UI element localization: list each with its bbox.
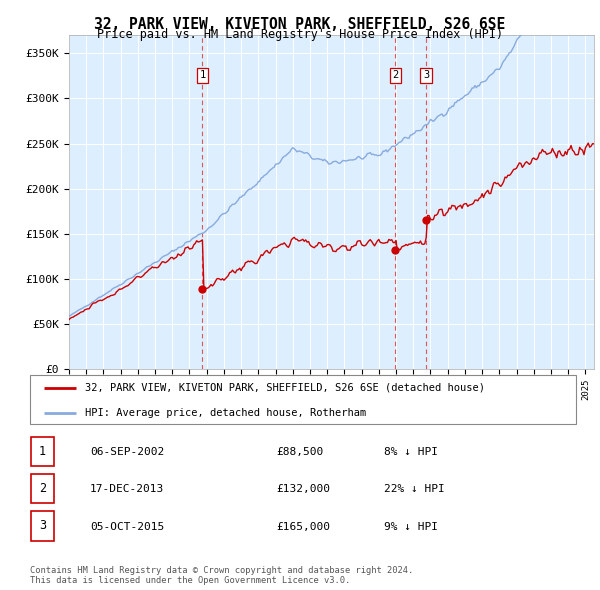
Text: 8% ↓ HPI: 8% ↓ HPI	[384, 447, 438, 457]
FancyBboxPatch shape	[31, 437, 54, 466]
Text: 2: 2	[392, 70, 398, 80]
Text: 32, PARK VIEW, KIVETON PARK, SHEFFIELD, S26 6SE: 32, PARK VIEW, KIVETON PARK, SHEFFIELD, …	[94, 17, 506, 31]
Text: 17-DEC-2013: 17-DEC-2013	[90, 484, 164, 494]
Text: 2: 2	[39, 482, 46, 496]
Text: 32, PARK VIEW, KIVETON PARK, SHEFFIELD, S26 6SE (detached house): 32, PARK VIEW, KIVETON PARK, SHEFFIELD, …	[85, 383, 485, 393]
Text: 3: 3	[423, 70, 429, 80]
Text: 1: 1	[199, 70, 206, 80]
Text: Contains HM Land Registry data © Crown copyright and database right 2024.
This d: Contains HM Land Registry data © Crown c…	[30, 566, 413, 585]
Text: Price paid vs. HM Land Registry's House Price Index (HPI): Price paid vs. HM Land Registry's House …	[97, 28, 503, 41]
FancyBboxPatch shape	[31, 512, 54, 540]
Text: £88,500: £88,500	[276, 447, 323, 457]
Text: 3: 3	[39, 519, 46, 533]
FancyBboxPatch shape	[30, 375, 576, 424]
FancyBboxPatch shape	[31, 474, 54, 503]
Text: £132,000: £132,000	[276, 484, 330, 494]
Text: 1: 1	[39, 445, 46, 458]
Text: HPI: Average price, detached house, Rotherham: HPI: Average price, detached house, Roth…	[85, 408, 366, 418]
Text: 22% ↓ HPI: 22% ↓ HPI	[384, 484, 445, 494]
Text: 9% ↓ HPI: 9% ↓ HPI	[384, 522, 438, 532]
Text: 06-SEP-2002: 06-SEP-2002	[90, 447, 164, 457]
Text: 05-OCT-2015: 05-OCT-2015	[90, 522, 164, 532]
Text: £165,000: £165,000	[276, 522, 330, 532]
